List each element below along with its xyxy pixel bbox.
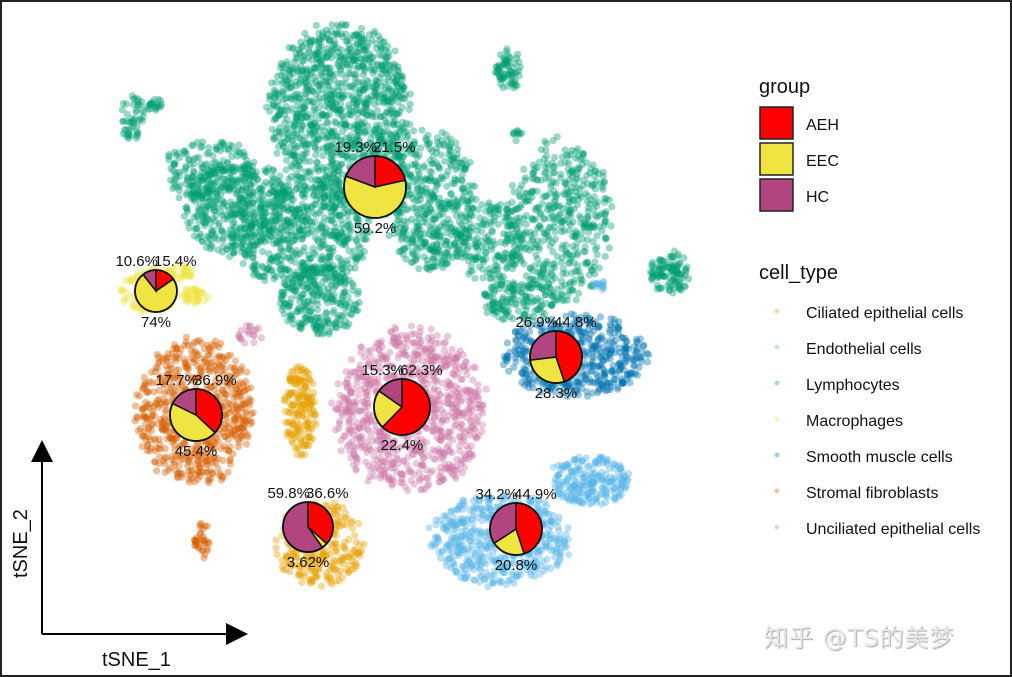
pie-label-hc: 34.2%	[475, 486, 518, 503]
legend-label-ciliated: Ciliated epithelial cells	[806, 305, 963, 322]
legend-dot-stromal	[774, 488, 780, 494]
pie-label-aeh: 44.8%	[554, 314, 597, 331]
pie-label-aeh: 62.3%	[400, 362, 443, 379]
pie-label-eec: 28.3%	[535, 385, 578, 402]
legend-swatch-eec	[759, 142, 794, 176]
legend-dot-smooth-muscle	[774, 452, 780, 458]
pie-macrophages: 10.6%15.4% 74%	[115, 253, 196, 331]
legend-dot-ciliated	[774, 308, 780, 314]
legend-label-lymphocytes: Lymphocytes	[806, 377, 900, 394]
pie-label-aeh: 36.9%	[194, 372, 237, 389]
pie-unciliated-epithelial-cells: 15.3%62.3% 22.4%	[361, 362, 442, 454]
legend-label-stromal: Stromal fibroblasts	[806, 485, 939, 502]
legend-swatch-hc	[759, 178, 794, 212]
axis-arrows: tSNE_1 tSNE_2	[10, 440, 248, 671]
x-arrow-head-icon	[226, 623, 248, 645]
pie-label-eec: 59.2%	[354, 220, 397, 237]
pie-label-hc: 26.9%	[515, 314, 558, 331]
legend-dot-macrophages	[774, 416, 780, 422]
pie-label-eec: 45.4%	[175, 443, 218, 460]
pie-endothelial-cells: 34.2%44.9% 20.8%	[475, 486, 556, 574]
pie-overlays: 19.3%21.5% 59.2% 10.6%15.4% 74% 17.7%36.9% 45…	[115, 139, 596, 574]
pie-lymphocytes: 19.3%21.5% 59.2%	[334, 139, 415, 237]
pie-label-eec: 20.8%	[495, 557, 538, 574]
pie-stromal-fibroblasts: 17.7%36.9% 45.4%	[155, 372, 236, 460]
legend-swatch-aeh	[759, 106, 794, 140]
legend-dot-endothelial	[774, 344, 780, 350]
pie-smooth-muscle-cells: 26.9%44.8% 28.3%	[515, 314, 596, 402]
cluster-unciliated-epithelial-cells	[235, 321, 490, 495]
legend-label-hc: HC	[806, 189, 829, 206]
pie-label-aeh: 36.6%	[306, 485, 349, 502]
pie-ciliated-epithelial-cells: 59.8%36.6% 3.62%	[267, 485, 348, 571]
pie-label-eec: 3.62%	[287, 554, 330, 571]
pie-label-hc: 10.6%	[115, 253, 158, 270]
pie-label-hc: 17.7%	[155, 372, 198, 389]
group-legend-title: group	[759, 76, 810, 98]
legend-label-unciliated: Unciliated epithelial cells	[806, 521, 980, 538]
legend-label-eec: EEC	[806, 153, 839, 170]
pie-label-aeh: 15.4%	[154, 253, 197, 270]
pie-label-hc: 15.3%	[361, 362, 404, 379]
cell-type-legend-title: cell_type	[759, 262, 838, 284]
scatter-points	[117, 20, 693, 591]
legend-label-aeh: AEH	[806, 117, 839, 134]
cell-type-legend: cell_type Ciliated epithelial cells Endo…	[759, 262, 980, 538]
legend-label-endothelial: Endothelial cells	[806, 341, 922, 358]
group-legend: group AEH EEC HC	[759, 76, 839, 212]
pie-label-hc: 59.8%	[267, 485, 310, 502]
legend-dot-lymphocytes	[774, 380, 780, 386]
watermark: 知乎 @TS的美梦	[764, 624, 955, 652]
y-axis-label: tSNE_2	[10, 509, 32, 578]
x-axis-label: tSNE_1	[102, 649, 171, 671]
pie-label-eec: 22.4%	[381, 437, 424, 454]
pie-label-aeh: 44.9%	[514, 486, 557, 503]
legend-label-smooth-muscle: Smooth muscle cells	[806, 449, 953, 466]
pie-label-hc: 19.3%	[334, 139, 377, 156]
y-arrow-head-icon	[31, 440, 53, 462]
cluster-lymphocytes	[118, 20, 693, 338]
legend-dot-unciliated	[774, 524, 780, 530]
pie-label-eec: 74%	[141, 314, 171, 331]
legend-label-macrophages: Macrophages	[806, 413, 903, 430]
pie-label-aeh: 21.5%	[373, 139, 416, 156]
